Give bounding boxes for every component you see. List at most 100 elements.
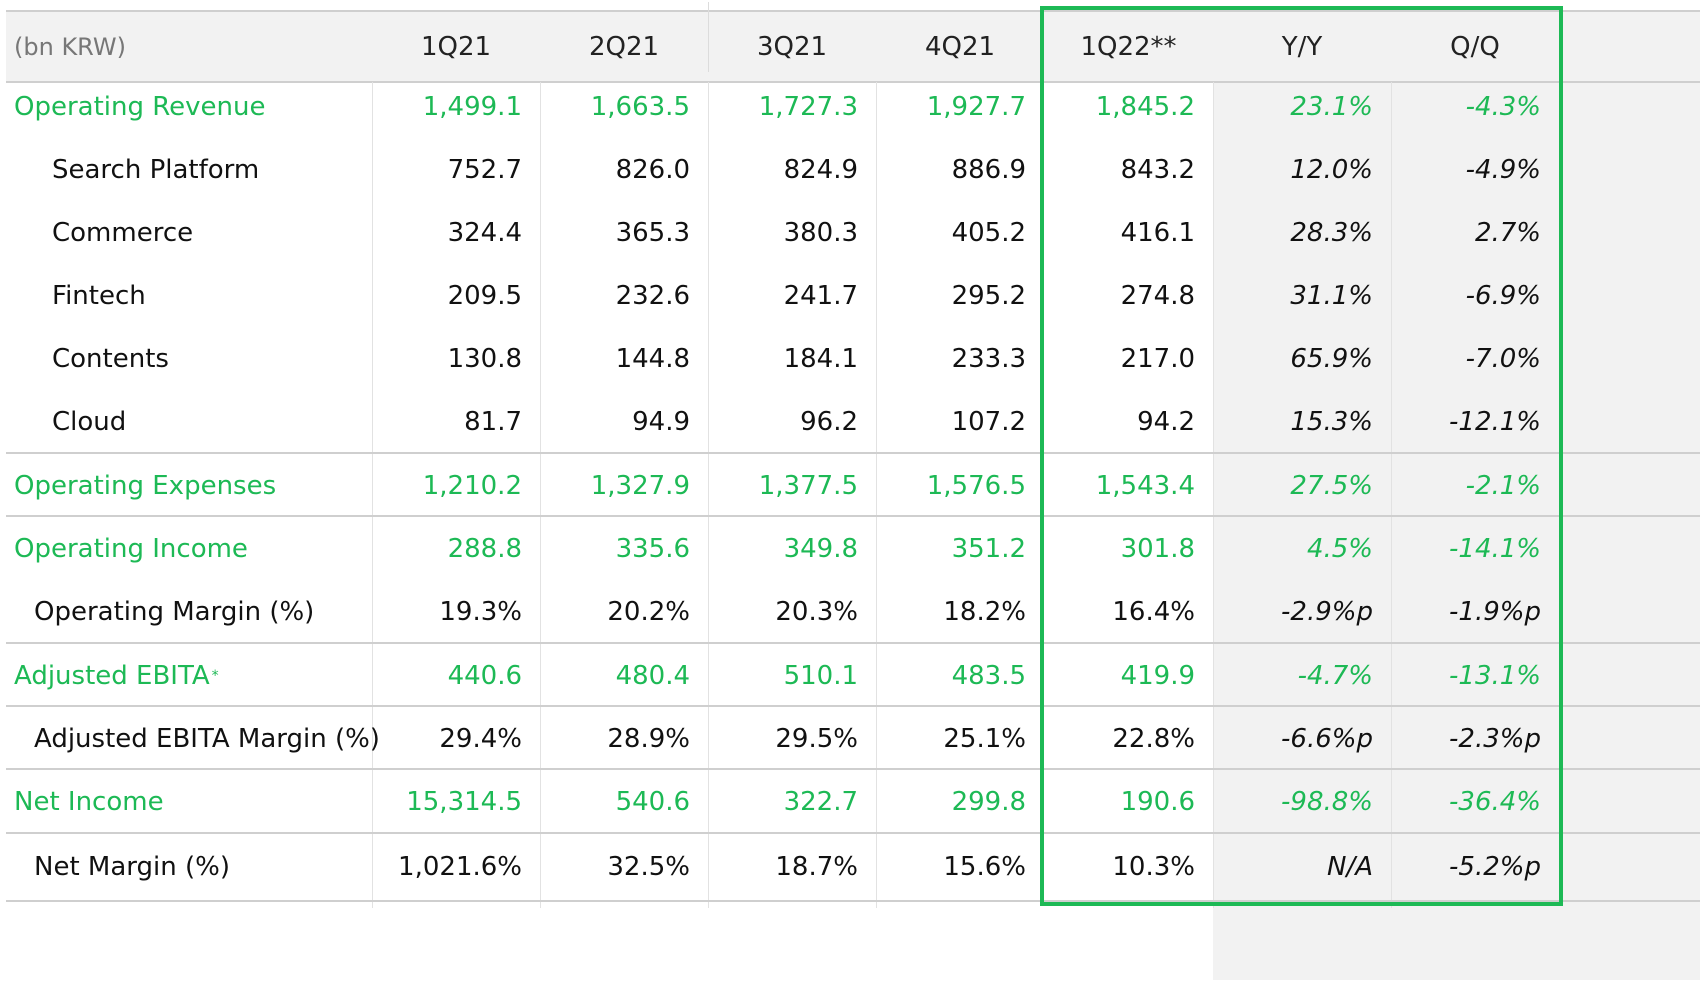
- cell-1q22: 843.2: [1120, 154, 1195, 185]
- cell-2q21: 335.6: [615, 533, 690, 564]
- cell-1q21: 81.7: [464, 406, 522, 437]
- row-label: Cloud: [52, 406, 127, 437]
- cell-1q22: 190.6: [1120, 786, 1195, 817]
- cell-yy: -6.6%p: [1281, 723, 1373, 754]
- row-label: Net Income: [14, 786, 164, 817]
- cell-yy: 4.5%: [1306, 533, 1373, 564]
- cell-qq: -2.3%p: [1449, 723, 1541, 754]
- row-label: Commerce: [52, 217, 194, 248]
- cell-1q22: 416.1: [1120, 217, 1195, 248]
- table-row: Adjusted EBITA Margin (%) 29.4% 28.9% 29…: [6, 704, 1700, 773]
- cell-yy: -4.7%: [1297, 660, 1373, 691]
- row-divider: [6, 452, 1700, 454]
- cell-3q21: 510.1: [783, 660, 858, 691]
- table-row: Operating Expenses 1,210.2 1,327.9 1,377…: [6, 451, 1700, 520]
- cell-yy: 27.5%: [1290, 470, 1373, 501]
- cell-qq: 2.7%: [1474, 217, 1541, 248]
- row-label: Operating Margin (%): [34, 596, 315, 627]
- cell-1q22: 22.8%: [1112, 723, 1195, 754]
- cell-qq: -2.1%: [1465, 470, 1541, 501]
- yy-column-shade: [1213, 82, 1700, 980]
- cell-3q21: 322.7: [783, 786, 858, 817]
- col-divider: [540, 82, 541, 908]
- cell-4q21: 405.2: [951, 217, 1026, 248]
- header-qq: Q/Q: [1450, 31, 1500, 62]
- cell-1q22: 274.8: [1120, 280, 1195, 311]
- table-row: Contents 130.8 144.8 184.1 233.3 217.0 6…: [6, 324, 1700, 393]
- cell-qq: -6.9%: [1465, 280, 1541, 311]
- cell-4q21: 107.2: [951, 406, 1026, 437]
- cell-3q21: 18.7%: [775, 851, 858, 882]
- cell-2q21: 144.8: [615, 343, 690, 374]
- cell-yy: 15.3%: [1290, 406, 1373, 437]
- table-row: Search Platform 752.7 826.0 824.9 886.9 …: [6, 135, 1700, 204]
- cell-1q21: 1,021.6%: [398, 851, 522, 882]
- cell-qq: -5.2%p: [1449, 851, 1541, 882]
- cell-1q22: 419.9: [1120, 660, 1195, 691]
- cell-yy: -98.8%: [1281, 786, 1373, 817]
- cell-2q21: 540.6: [615, 786, 690, 817]
- cell-4q21: 299.8: [951, 786, 1026, 817]
- table-row: Net Margin (%) 1,021.6% 32.5% 18.7% 15.6…: [6, 832, 1700, 901]
- col-divider: [1391, 82, 1392, 908]
- cell-qq: -4.9%: [1465, 154, 1541, 185]
- header-4q21: 4Q21: [924, 31, 996, 62]
- cell-qq: -14.1%: [1449, 533, 1541, 564]
- cell-2q21: 232.6: [615, 280, 690, 311]
- col-divider: [876, 82, 877, 908]
- cell-yy: -2.9%p: [1281, 596, 1373, 627]
- cell-1q21: 19.3%: [439, 596, 522, 627]
- cell-yy: 12.0%: [1290, 154, 1373, 185]
- cell-qq: -12.1%: [1449, 406, 1541, 437]
- cell-1q22: 16.4%: [1112, 596, 1195, 627]
- header-yy: Y/Y: [1281, 31, 1323, 62]
- table-row: Adjusted EBITA * 440.6 480.4 510.1 483.5 …: [6, 641, 1700, 710]
- row-divider: [6, 768, 1700, 770]
- cell-2q21: 480.4: [615, 660, 690, 691]
- cell-3q21: 1,727.3: [758, 91, 858, 122]
- cell-4q21: 15.6%: [943, 851, 1026, 882]
- cell-1q22: 1,845.2: [1095, 91, 1195, 122]
- row-divider: [6, 642, 1700, 644]
- cell-qq: -4.3%: [1465, 91, 1541, 122]
- col-divider: [708, 82, 709, 908]
- table-row: Commerce 324.4 365.3 380.3 405.2 416.1 2…: [6, 198, 1700, 267]
- row-label: Net Margin (%): [34, 851, 230, 882]
- cell-1q22: 301.8: [1120, 533, 1195, 564]
- cell-4q21: 351.2: [951, 533, 1026, 564]
- table-bottom-rule: [6, 900, 1700, 902]
- row-divider: [6, 705, 1700, 707]
- cell-1q21: 1,499.1: [422, 91, 522, 122]
- cell-1q21: 209.5: [447, 280, 522, 311]
- row-label: Fintech: [52, 280, 146, 311]
- cell-3q21: 1,377.5: [758, 470, 858, 501]
- cell-1q21: 440.6: [447, 660, 522, 691]
- cell-yy: 65.9%: [1290, 343, 1373, 374]
- col-divider: [372, 82, 373, 908]
- cell-1q21: 1,210.2: [422, 470, 522, 501]
- header-1q21: 1Q21: [420, 31, 492, 62]
- row-label: Operating Income: [14, 533, 248, 564]
- cell-3q21: 184.1: [783, 343, 858, 374]
- cell-4q21: 1,927.7: [926, 91, 1026, 122]
- table-row: Net Income 15,314.5 540.6 322.7 299.8 19…: [6, 767, 1700, 836]
- cell-3q21: 349.8: [783, 533, 858, 564]
- col-divider: [1213, 82, 1214, 908]
- cell-4q21: 886.9: [951, 154, 1026, 185]
- cell-qq: -13.1%: [1449, 660, 1541, 691]
- cell-1q22: 217.0: [1120, 343, 1195, 374]
- cell-4q21: 18.2%: [943, 596, 1026, 627]
- cell-2q21: 365.3: [615, 217, 690, 248]
- cell-1q22: 1,543.4: [1095, 470, 1195, 501]
- row-label: Operating Expenses: [14, 470, 277, 501]
- cell-2q21: 1,663.5: [590, 91, 690, 122]
- cell-3q21: 20.3%: [775, 596, 858, 627]
- row-label: Contents: [52, 343, 169, 374]
- cell-1q21: 288.8: [447, 533, 522, 564]
- cell-4q21: 25.1%: [943, 723, 1026, 754]
- cell-4q21: 1,576.5: [926, 470, 1026, 501]
- cell-4q21: 233.3: [951, 343, 1026, 374]
- cell-yy: 28.3%: [1290, 217, 1373, 248]
- cell-3q21: 824.9: [783, 154, 858, 185]
- table-row: Operating Revenue 1,499.1 1,663.5 1,727.…: [6, 72, 1700, 141]
